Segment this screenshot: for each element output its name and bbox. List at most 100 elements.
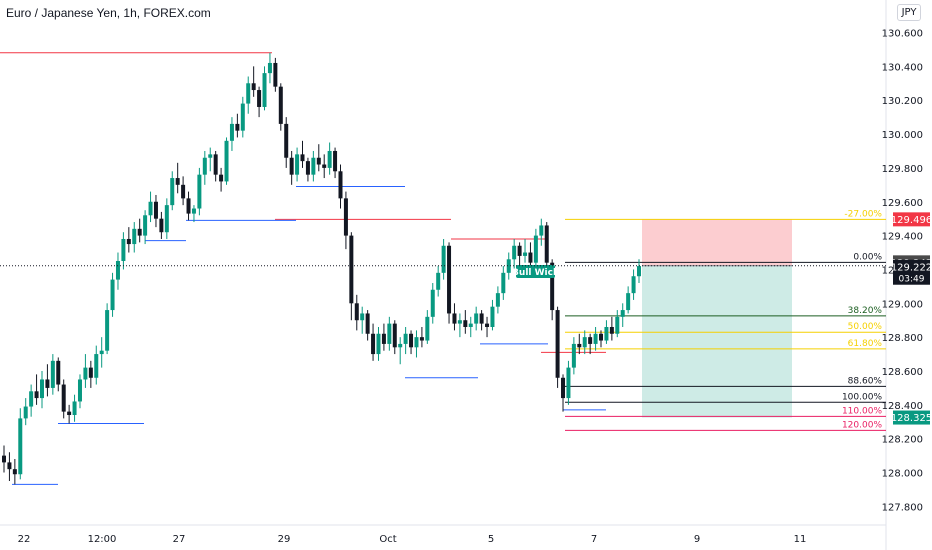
- y-tick-label: 130.200: [882, 96, 923, 107]
- candle-body: [18, 418, 23, 475]
- candle-body: [452, 313, 457, 324]
- candle-body: [615, 316, 620, 334]
- candle-body: [115, 260, 120, 280]
- x-tick-label: 11: [794, 534, 807, 545]
- candle-body: [599, 333, 604, 341]
- candle-body: [501, 272, 506, 294]
- candle-body: [528, 252, 533, 263]
- candle-body: [582, 337, 587, 348]
- candle-body: [39, 379, 44, 399]
- candle-body: [67, 411, 72, 416]
- candle-body: [235, 123, 240, 131]
- y-tick-label: 130.400: [882, 62, 923, 73]
- candle-body: [392, 323, 397, 348]
- candle-body: [343, 198, 348, 236]
- candle-body: [99, 350, 104, 355]
- candle-body: [425, 316, 430, 341]
- candle-body: [229, 123, 234, 141]
- candle-body: [403, 333, 408, 344]
- candle-body: [550, 262, 555, 311]
- fib-level-label: 120.00%: [842, 420, 882, 430]
- candle-body: [137, 228, 142, 236]
- candle-body: [110, 279, 115, 311]
- candle-body: [436, 272, 441, 290]
- countdown-label: 03:49: [899, 275, 925, 285]
- x-tick-label: 12:00: [88, 534, 117, 545]
- candle-body: [571, 343, 576, 368]
- candle-body: [94, 354, 99, 378]
- candle-body: [273, 62, 278, 87]
- candle-body: [631, 276, 636, 294]
- candle-body: [45, 379, 50, 388]
- candle-body: [447, 245, 452, 314]
- candle-body: [620, 310, 625, 317]
- candle-body: [83, 367, 88, 380]
- candle-body: [224, 140, 229, 182]
- candle-body: [208, 154, 213, 158]
- candle-body: [371, 333, 376, 355]
- candle-body: [121, 238, 126, 261]
- fib-level-label: 50.00%: [848, 322, 883, 332]
- candle-body: [148, 201, 153, 216]
- candle-body: [365, 313, 370, 334]
- candle-body: [430, 289, 435, 317]
- x-tick-label: 22: [18, 534, 31, 545]
- candle-body: [506, 259, 511, 273]
- candle-body: [376, 333, 381, 355]
- fib-level-label: 0.00%: [853, 252, 882, 262]
- candle-body: [23, 406, 28, 419]
- candle-body: [381, 333, 386, 344]
- candle-body: [181, 184, 186, 199]
- candle-body: [604, 326, 609, 341]
- candle-body: [202, 157, 207, 175]
- last-price-tag: [893, 259, 930, 285]
- price-tag: [893, 410, 930, 425]
- candle-body: [387, 323, 392, 344]
- candle-body: [479, 313, 484, 324]
- candle-body: [289, 157, 294, 175]
- candle-body: [159, 218, 164, 233]
- candle-body: [533, 235, 538, 263]
- candle-body: [566, 367, 571, 399]
- candle-body: [2, 455, 6, 463]
- candle-body: [322, 164, 327, 168]
- candle-body: [512, 245, 517, 260]
- candle-body: [409, 333, 414, 348]
- candle-body: [300, 154, 305, 162]
- candle-body: [213, 154, 218, 175]
- candle-body: [88, 367, 93, 378]
- last-price-label: 129.222: [891, 263, 932, 274]
- candle-body: [544, 225, 549, 263]
- candle-body: [626, 293, 631, 311]
- x-tick-label: 5: [488, 534, 494, 545]
- candle-body: [7, 462, 12, 470]
- candle-body: [311, 157, 316, 175]
- candle-body: [414, 337, 419, 348]
- price-tag: [893, 212, 930, 227]
- x-tick-label: Oct: [379, 534, 396, 545]
- candle-body: [164, 205, 169, 233]
- candle-body: [126, 238, 131, 245]
- candle-body: [398, 343, 403, 348]
- candle-body: [441, 245, 446, 273]
- candle-body: [523, 252, 528, 256]
- x-tick-label: 7: [591, 534, 597, 545]
- candle-body: [593, 333, 598, 344]
- candle-body: [490, 306, 495, 327]
- candle-body: [419, 337, 424, 341]
- y-tick-label: 128.400: [882, 401, 923, 412]
- candle-body: [72, 401, 77, 416]
- candle-body: [305, 161, 310, 175]
- currency-button[interactable]: JPY: [897, 4, 921, 21]
- candle-body: [333, 150, 338, 172]
- candle-body: [197, 174, 202, 209]
- candle-body: [474, 313, 479, 324]
- candle-body: [12, 469, 17, 475]
- annotation-box: [516, 265, 555, 278]
- candle-body: [191, 208, 196, 214]
- candle-body: [257, 90, 262, 107]
- candle-body: [132, 228, 137, 245]
- candle-body: [175, 178, 180, 185]
- candle-body: [338, 171, 343, 199]
